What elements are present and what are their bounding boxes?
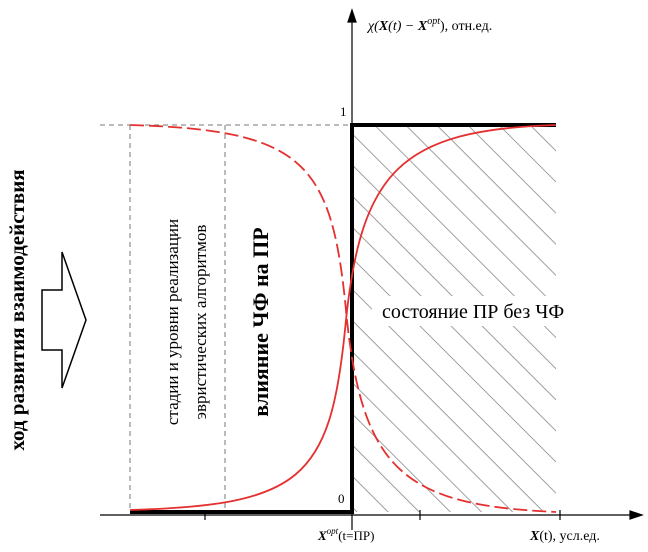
state-label: состояние ПР без ЧФ (382, 301, 564, 323)
y-mark-bottom: 0 (338, 491, 345, 506)
stages-label: стадии и уровни реализации (163, 219, 182, 425)
rising-curve (129, 124, 557, 511)
x-axis-label: X(t), усл.ед. (529, 529, 600, 544)
falling-curve (129, 124, 557, 513)
arrow (41, 251, 87, 389)
guide-lines (100, 124, 352, 512)
y-axis-label: χ(X(t) − Xopt), отн.ед. (366, 16, 492, 34)
label-background (372, 296, 612, 326)
x-mark: Xopt(t=ПР) (317, 526, 374, 543)
y-mark-top: 1 (340, 104, 347, 119)
stages-label: эвристических алгоритмов (191, 225, 210, 420)
side-label: ход развития взаимодействия (5, 169, 29, 450)
influence-label: влияние ЧФ на ПР (248, 227, 273, 416)
step-function (130, 123, 556, 514)
